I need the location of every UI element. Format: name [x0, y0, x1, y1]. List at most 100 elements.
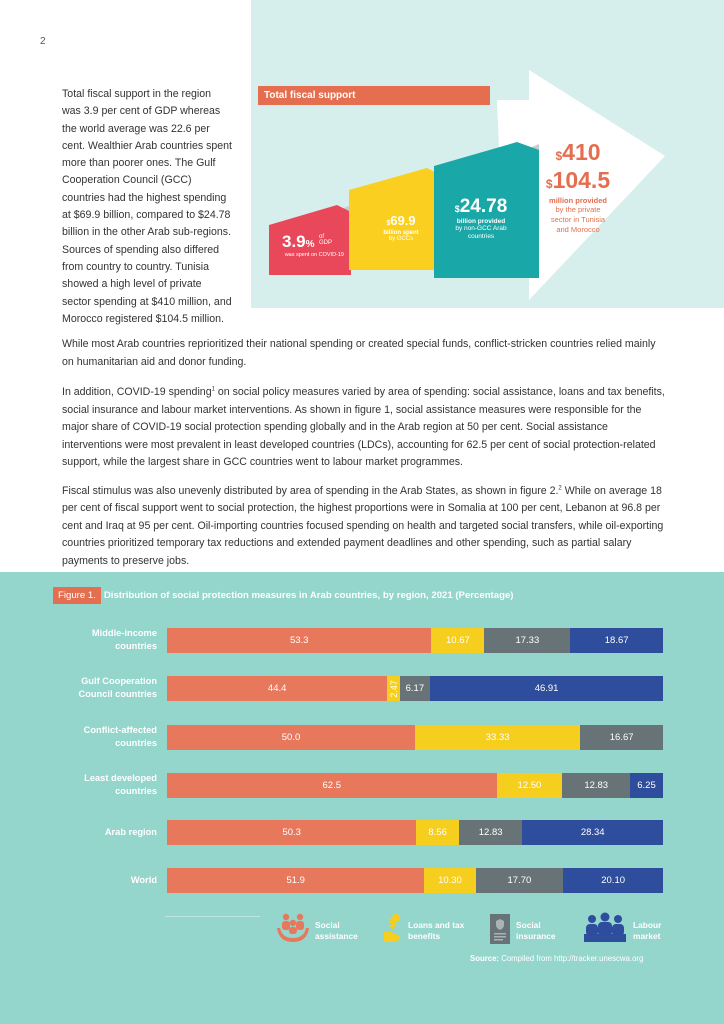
data-label: 17.70 [507, 875, 532, 886]
bar-segment: 10.67 [431, 628, 485, 653]
data-label: 50.3 [282, 827, 301, 838]
bar-segment: 20.10 [563, 868, 663, 893]
bar-row: 62.5 12.50 12.83 6.25 [167, 773, 663, 798]
paragraph-1: In addition, COVID-19 spending1 on socia… [62, 384, 666, 472]
figure-title-text: Distribution of social protection measur… [103, 590, 514, 601]
paragraph-2-a: Fiscal stimulus was also unevenly distri… [62, 484, 559, 497]
step3-prefix: $ [454, 204, 460, 214]
data-label: 20.10 [601, 875, 626, 886]
bar-segment: 6.17 [399, 676, 431, 701]
bar-segment: 51.9 [167, 868, 425, 893]
legend-label-2a: Loans and tax [408, 920, 465, 930]
bar-segment: 46.91 [430, 676, 663, 701]
step4-text: $410 $104.5 million provided by the priv… [538, 140, 618, 235]
footnote-1-ref[interactable]: 1 [211, 386, 215, 393]
bar-row: 51.9 10.30 17.70 20.10 [167, 868, 663, 893]
data-label: 50.0 [281, 732, 301, 743]
bar-segment: 17.70 [475, 868, 564, 893]
data-label: 12.83 [478, 827, 503, 838]
row-label: Conflict-affected countries [57, 724, 157, 750]
legend-label-3b: insurance [516, 931, 556, 941]
bar-segment: 18.67 [570, 628, 663, 653]
legend-label-1a: Social [315, 920, 340, 930]
bar-segment: 16.67 [580, 725, 663, 750]
bar-segment: 62.5 [167, 773, 497, 798]
data-label: 28.34 [580, 827, 605, 838]
row-label: Middle-income countries [57, 627, 157, 653]
paragraph-2-b: While on average 18 per cent of fiscal s… [62, 484, 664, 567]
bar-segment: 10.30 [424, 868, 476, 893]
row-label-line: Conflict-affected [83, 725, 157, 735]
legend-item-labour-market: Labour market [583, 912, 661, 944]
step1-caption: was spent on COVID-19 [284, 252, 344, 258]
source-label: Source: [470, 954, 500, 963]
paragraph-1-b: on social policy measures varied by area… [62, 386, 665, 468]
bar-row: 44.4 2.47 6.17 46.91 [167, 676, 663, 701]
row-label: Least developed countries [57, 772, 157, 798]
figure-title: Figure 1. Distribution of social protecti… [53, 587, 514, 604]
bar-segment: 33.33 [415, 725, 581, 750]
footnote-2-ref[interactable]: 2 [558, 484, 562, 491]
step4-value2: 104.5 [552, 167, 611, 193]
step3-value: 24.78 [459, 196, 508, 217]
source-text: Compiled from http://tracker.unescwa.org [499, 954, 644, 963]
data-label: 18.67 [604, 635, 629, 646]
data-label: 51.9 [286, 875, 305, 886]
bar-segment: 53.3 [167, 628, 432, 653]
step2-value: 69.9 [390, 213, 416, 228]
row-label-line: World [130, 875, 157, 885]
bar-segment: 28.34 [522, 820, 663, 845]
step2-caption1: billion spent [383, 230, 419, 236]
data-label: 12.50 [517, 780, 542, 791]
svg-text:$: $ [388, 916, 397, 931]
paragraph-0: While most Arab countries reprioritized … [62, 338, 656, 368]
data-label: 12.83 [584, 780, 609, 791]
source-note: Source: Compiled from http://tracker.une… [470, 954, 643, 963]
row-label: World [57, 874, 157, 887]
step4-prefix2: $ [545, 177, 553, 191]
data-label: 6.25 [637, 780, 656, 791]
step2-block [349, 168, 443, 270]
step1-value: 3.9 [282, 232, 306, 251]
infographic-arrow [269, 70, 665, 300]
data-label: 44.4 [267, 683, 287, 694]
step2-text: $69.9 billion spent by GCCs [373, 212, 429, 242]
step4-caption2: by the private sector in Tunisia and Mor… [550, 205, 606, 234]
bar-row: 50.3 8.56 12.83 28.34 [167, 820, 663, 845]
row-label: Gulf Cooperation Council countries [57, 675, 157, 701]
row-label-line: countries [115, 786, 157, 796]
bar-row: 50.0 33.33 16.67 [167, 725, 663, 750]
bar-row: 53.3 10.67 17.33 18.67 [167, 628, 663, 653]
step4-prefix1: $ [555, 149, 563, 163]
step2-caption2: by GCCs [388, 236, 414, 242]
step1-unit: % [305, 239, 315, 250]
figure-tag: Figure 1. [53, 587, 101, 604]
legend-item-social-insurance: Social insurance [488, 912, 556, 946]
bar-segment: 2.47 [387, 676, 400, 701]
paragraph-1-a: In addition, COVID-19 spending [62, 386, 212, 398]
bar-segment: 50.0 [167, 725, 415, 750]
step3-caption1: billion provided [456, 218, 506, 225]
legend-divider [165, 916, 260, 917]
row-label: Arab region [57, 826, 157, 839]
data-label: 2.47 [388, 679, 399, 698]
bar-segment: 44.4 [167, 676, 388, 701]
row-label-line: Gulf Cooperation [81, 676, 157, 686]
step4-caption1: million provided [549, 196, 607, 205]
row-label-line: countries [115, 641, 157, 651]
document-icon [490, 914, 510, 944]
step3-text: $24.78 billion provided by non-GCC Arab … [446, 196, 516, 241]
legend-item-loans: $ Loans and tax benefits [382, 912, 464, 944]
workers-icon [584, 912, 626, 942]
paragraph-2: Fiscal stimulus was also unevenly distri… [62, 483, 666, 571]
bar-segment: 12.50 [496, 773, 563, 798]
data-label: 33.33 [485, 732, 510, 743]
infographic-title: Total fiscal support [258, 86, 490, 105]
row-label-line: Least developed [84, 773, 157, 783]
legend-label-3a: Social [516, 920, 541, 930]
bar-segment: 6.25 [630, 773, 663, 798]
data-label: 6.17 [405, 683, 425, 694]
bar-segment: 50.3 [167, 820, 417, 845]
people-hands-icon [277, 913, 309, 942]
row-label-line: countries [115, 738, 157, 748]
